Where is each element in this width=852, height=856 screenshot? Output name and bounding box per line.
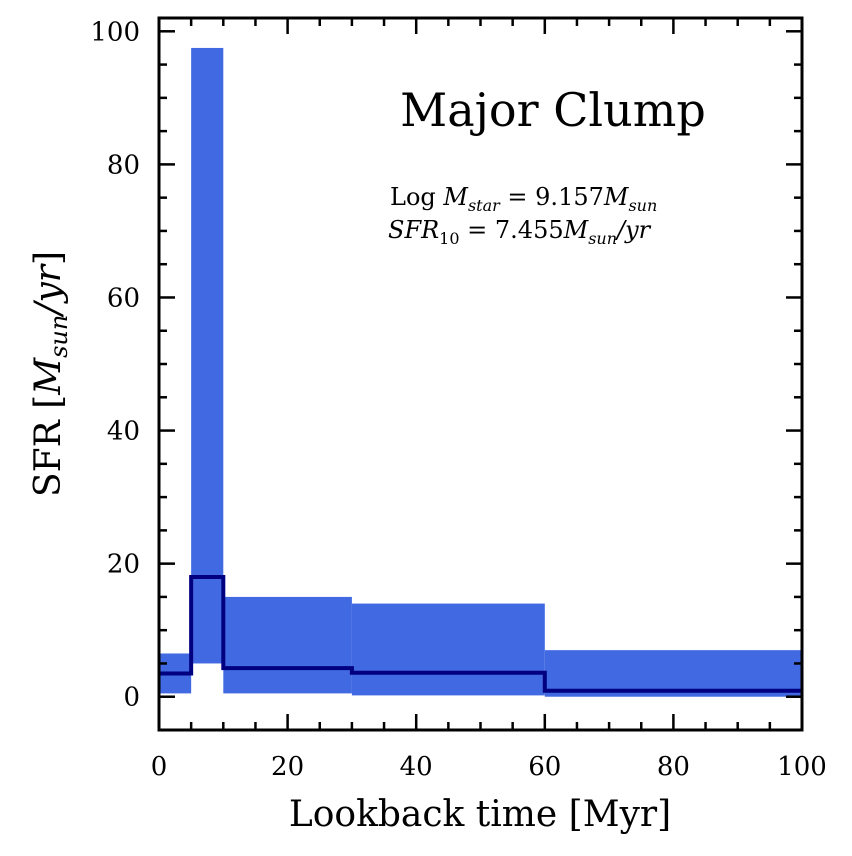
sfr-band-bar-1 <box>191 47 224 664</box>
x-tick-label: 80 <box>657 752 690 782</box>
x-tick-label: 100 <box>777 752 827 782</box>
x-axis-title: Lookback time [Myr] <box>289 794 671 835</box>
y-tick-label: 80 <box>107 150 140 180</box>
sfr-band-bar-2 <box>223 596 352 694</box>
x-tick-label: 40 <box>400 752 433 782</box>
sfr-band-bar-3 <box>351 603 545 696</box>
tick-labels-layer: 0 20 40 60 80 100 0 20 40 60 80 100 <box>90 17 826 782</box>
y-tick-label: 40 <box>107 417 140 447</box>
bands-layer <box>159 47 802 697</box>
plot-frame <box>157 16 804 732</box>
y-tick-label: 20 <box>107 550 140 580</box>
sfr10-annotation: SFR10 = 7.455Msun/yr <box>388 216 652 248</box>
mass-annotation: Log Mstar = 9.157Msun <box>390 183 657 215</box>
y-axis-title: SFR [Msun/yr] <box>28 251 73 497</box>
x-tick-label: 60 <box>528 752 561 782</box>
sfr-step-line-layer <box>159 574 802 693</box>
sfr-step-line <box>159 574 802 693</box>
y-tick-label: 60 <box>107 283 140 313</box>
x-tick-label: 20 <box>271 752 304 782</box>
y-tick-label: 100 <box>90 17 140 47</box>
x-tick-label: 0 <box>151 752 168 782</box>
chart-title: Major Clump <box>400 83 706 137</box>
y-tick-label: 0 <box>123 683 140 713</box>
